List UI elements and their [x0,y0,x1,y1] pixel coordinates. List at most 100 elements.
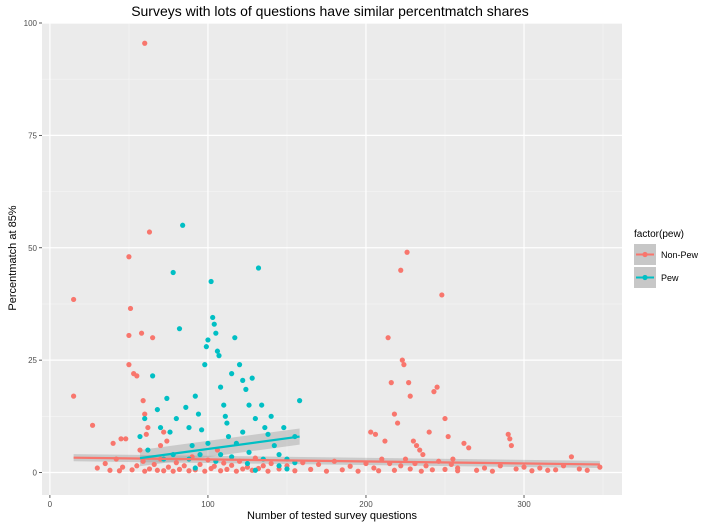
data-point [413,442,420,449]
data-point [142,415,148,422]
data-point [489,468,496,474]
data-point [268,460,274,467]
data-point [157,442,164,449]
data-point [211,321,217,327]
data-point [513,466,519,472]
data-point [450,456,456,462]
data-point [217,451,224,458]
data-point [134,373,140,379]
data-point [292,468,298,474]
data-point [576,466,582,472]
data-point [167,429,173,435]
data-point [308,466,314,472]
trend-line [139,435,300,460]
data-point [143,431,149,437]
data-point [391,467,398,473]
data-point [208,278,214,285]
data-point [417,447,423,453]
data-point [388,380,394,386]
data-point [260,463,266,469]
data-point [252,415,258,422]
legend-title: factor(pew) [634,229,684,240]
data-point [165,464,172,470]
data-point [394,420,401,426]
data-point [107,467,113,473]
data-point [161,468,167,474]
data-point [455,468,461,474]
data-point [442,415,448,422]
data-point [418,468,424,474]
data-point [406,380,412,386]
data-point [137,447,143,453]
data-point [553,467,559,473]
data-point [71,296,77,303]
data-point [529,468,535,474]
data-point [265,468,271,474]
data-point [202,468,208,474]
data-point [410,438,416,444]
data-point [186,424,192,431]
data-point [439,292,445,298]
data-point [192,393,198,399]
data-point [173,415,179,422]
data-point [154,467,160,473]
data-point [233,468,239,474]
x-tick-label: 100 [201,500,215,509]
data-point [240,377,246,383]
data-point [568,454,575,460]
data-point [126,332,132,339]
data-point [297,398,303,404]
data-point [243,386,249,392]
data-point [89,422,96,428]
data-point [224,466,230,472]
data-point [276,451,282,458]
data-point [142,411,148,417]
data-point [505,431,511,437]
data-point [146,229,153,235]
data-point [271,442,277,449]
data-point [205,337,211,343]
data-point [216,353,222,359]
data-point [181,463,187,469]
data-point [244,464,251,470]
data-point [229,371,235,377]
y-tick-label: 50 [28,244,37,253]
data-point [110,440,116,446]
data-point [140,398,146,404]
data-point [376,468,382,474]
grid-layer [42,22,622,495]
data-point [284,466,290,472]
data-point [537,465,543,471]
data-point [246,449,252,455]
data-point [229,454,235,460]
data-point [164,438,170,444]
data-point [140,458,146,464]
legend-label: Non-Pew [661,250,699,260]
data-point [355,468,361,474]
data-point [420,451,426,458]
data-point [210,314,216,321]
data-point [224,420,230,426]
data-point [276,463,282,469]
legend-marker [642,274,648,281]
data-point [213,330,219,336]
data-point [203,344,209,350]
data-point [402,456,409,462]
data-point [126,254,132,260]
data-point [423,463,429,469]
data-point [240,466,246,472]
data-point [401,362,407,368]
data-point [431,389,437,395]
data-point [315,461,322,468]
data-point [434,384,440,390]
y-tick-label: 25 [28,356,37,365]
data-point [474,467,480,473]
data-point [368,429,374,435]
data-point [217,384,224,390]
data-point [545,467,551,473]
trend-line [73,456,600,466]
data-point [150,373,156,379]
data-point [265,431,271,437]
data-point [102,460,108,467]
legend-marker [642,251,648,258]
